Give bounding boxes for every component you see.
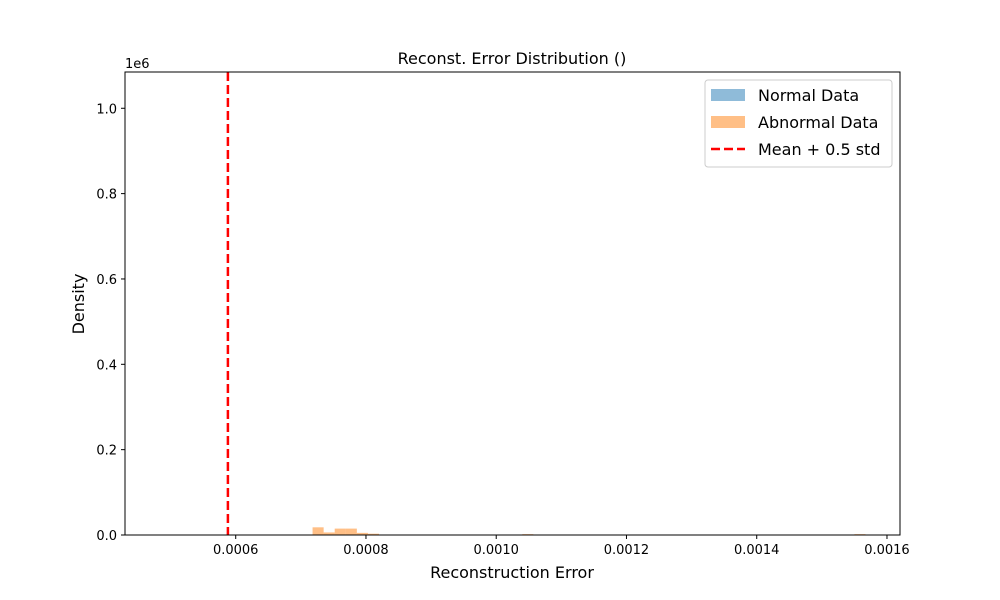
x-tick-label: 0.0010 xyxy=(473,543,519,558)
legend-swatch xyxy=(711,89,745,101)
y-tick-label: 0.6 xyxy=(96,273,117,288)
histogram-bar xyxy=(367,533,379,535)
legend-label: Abnormal Data xyxy=(758,113,878,132)
x-tick-label: 0.0014 xyxy=(734,543,780,558)
histogram-bar xyxy=(345,528,357,535)
x-axis: 0.0006 0.0008 0.0010 0.0012 0.0014 0.0016 xyxy=(213,535,910,558)
legend-label: Normal Data xyxy=(758,86,859,105)
legend: Normal Data Abnormal Data Mean + 0.5 std xyxy=(704,79,893,168)
histogram-bar xyxy=(356,532,368,535)
x-tick-label: 0.0008 xyxy=(343,543,389,558)
histogram-bar xyxy=(312,527,324,535)
legend-label: Mean + 0.5 std xyxy=(758,140,880,159)
y-tick-label: 1.0 xyxy=(96,102,117,117)
y-offset-text: 1e6 xyxy=(125,57,150,72)
histogram-bar xyxy=(323,532,335,535)
y-axis: 0.0 0.2 0.4 0.6 0.8 1.0 xyxy=(96,102,125,544)
chart-title: Reconst. Error Distribution () xyxy=(398,49,627,68)
x-axis-label: Reconstruction Error xyxy=(430,563,594,582)
y-tick-label: 0.8 xyxy=(96,188,117,203)
plot-area xyxy=(124,71,901,536)
y-tick-label: 0.4 xyxy=(96,358,117,373)
x-tick-label: 0.0006 xyxy=(213,543,259,558)
legend-swatch xyxy=(711,116,745,128)
plot-frame xyxy=(124,71,901,536)
legend-box xyxy=(704,79,893,168)
y-tick-label: 0.0 xyxy=(96,529,117,544)
y-axis-label: Density xyxy=(69,274,88,335)
x-tick-label: 0.0016 xyxy=(864,543,910,558)
histogram-bar xyxy=(334,528,346,535)
x-tick-label: 0.0012 xyxy=(604,543,650,558)
y-tick-label: 0.2 xyxy=(96,444,117,459)
